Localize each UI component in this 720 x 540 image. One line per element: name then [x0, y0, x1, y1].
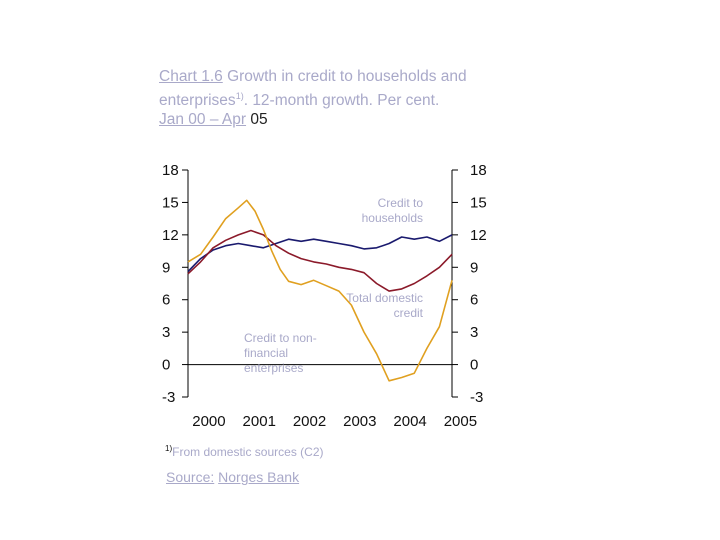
annotation-line: Credit to — [378, 196, 424, 210]
y-tick-label-left: -3 — [162, 389, 175, 406]
x-tick-label: 2002 — [293, 413, 326, 430]
title-text: Growth in credit to households and enter… — [159, 68, 467, 109]
y-tick-label-left: 9 — [162, 259, 170, 276]
source-name: Norges Bank — [218, 469, 300, 485]
annotation-3: Credit to non-financial enterprises — [244, 331, 317, 375]
y-tick-label-left: 3 — [162, 324, 170, 341]
y-tick-label-right: 12 — [470, 227, 487, 244]
footnote-text: From domestic sources (C2) — [172, 445, 324, 459]
footnote-sup: 1) — [165, 444, 173, 453]
y-tick-label-right: 18 — [470, 162, 487, 179]
x-tick-label: 2005 — [444, 413, 477, 430]
annotation-2: Total domestic credit — [346, 291, 423, 320]
chart-frame — [187, 170, 453, 397]
y-tick-label-right: 9 — [470, 259, 478, 276]
annotation-line: financial — [244, 346, 288, 360]
chart-number: Chart 1.6 — [159, 68, 223, 85]
x-tick-label: 2001 — [243, 413, 276, 430]
annotation-line: Credit to non- — [244, 331, 317, 345]
annotation-line: households — [362, 211, 423, 225]
annotation-line: enterprises — [244, 361, 303, 375]
y-tick-label-left: 15 — [162, 194, 179, 211]
y-tick-label-left: 12 — [162, 227, 179, 244]
annotation-1: Credit to households — [362, 196, 424, 225]
series-line-1 — [187, 234, 453, 273]
x-tick-labels: 2000 2001 2002 2003 2004 2005 — [192, 413, 477, 430]
y-tick-labels: 18 18 15 15 12 12 9 9 6 6 3 3 0 0 -3 -3 — [162, 162, 487, 406]
y-tick-label-right: 15 — [470, 194, 487, 211]
series-lines — [187, 199, 453, 382]
title-sup: 1) — [235, 90, 244, 101]
y-tick-label-left: 18 — [162, 162, 179, 179]
source: Source: Norges Bank — [166, 469, 299, 485]
series-line-3 — [187, 199, 453, 382]
annotation-line: credit — [394, 306, 424, 320]
x-tick-label: 2004 — [393, 413, 426, 430]
series-line-2 — [187, 229, 453, 292]
source-label: Source: — [166, 469, 215, 485]
y-tick-label-left: 6 — [162, 292, 170, 309]
footnote: 1)From domestic sources (C2) — [165, 444, 324, 459]
y-tick-label-right: 0 — [470, 357, 478, 374]
y-tick-label-right: 3 — [470, 324, 478, 341]
y-tick-label-left: 0 — [162, 357, 170, 374]
y-tick-label-right: 6 — [470, 292, 478, 309]
title-text2: . 12-month growth. Per cent. — [243, 91, 440, 109]
x-tick-label: 2000 — [192, 413, 225, 430]
series-annotations: Credit to households Total domestic credit C… — [244, 196, 424, 375]
title-period-a: Jan 00 – Apr — [159, 111, 247, 129]
annotation-line: Total domestic — [346, 291, 423, 305]
title-period-b: 05 — [250, 111, 268, 129]
y-tick-label-right: -3 — [470, 389, 483, 406]
chart-title: Chart 1.6 Growth in credit to households… — [159, 67, 499, 130]
x-tick-label: 2003 — [343, 413, 376, 430]
